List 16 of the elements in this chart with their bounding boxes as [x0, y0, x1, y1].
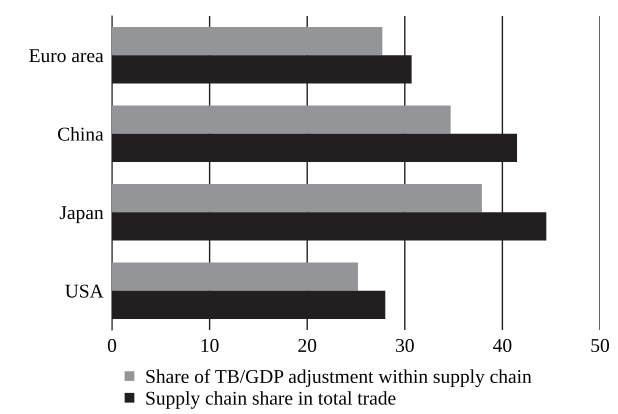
bar — [112, 105, 451, 134]
x-tick-label: 40 — [493, 338, 512, 352]
y-tick-label: USA — [65, 284, 104, 298]
y-tick-label: China — [58, 127, 104, 141]
x-tick-label: 20 — [298, 338, 316, 352]
bar — [112, 26, 382, 56]
x-tick-label: 50 — [591, 338, 609, 352]
legend-label: Supply chain share in total trade — [146, 391, 396, 409]
legend-label: Share of TB/GDP adjustment within supply chain — [146, 369, 532, 388]
x-tick-label: 30 — [396, 338, 414, 352]
y-tick-label: Euro area — [29, 49, 104, 62]
bar — [112, 184, 482, 212]
y-tick-label: Japan — [60, 206, 104, 224]
x-tick-label: 0 — [108, 338, 116, 352]
bar — [112, 262, 358, 291]
x-tick-label: 10 — [202, 338, 219, 352]
